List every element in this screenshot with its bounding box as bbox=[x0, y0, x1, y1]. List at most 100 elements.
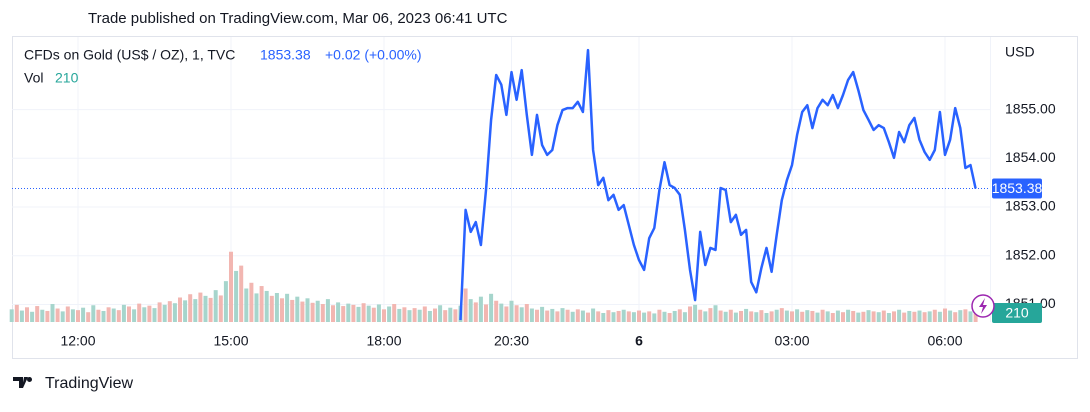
volume-bar bbox=[101, 310, 106, 322]
volume-bar bbox=[259, 286, 264, 322]
volume-bar bbox=[65, 306, 70, 322]
volume-bar bbox=[336, 302, 341, 322]
volume-bar bbox=[565, 309, 570, 322]
volume-badge-label: 210 bbox=[1005, 305, 1029, 321]
volume-bar bbox=[932, 309, 937, 322]
volume-bar bbox=[376, 304, 381, 322]
volume-bar bbox=[922, 312, 927, 322]
volume-bar bbox=[193, 299, 198, 322]
volume-bar bbox=[55, 308, 60, 322]
volume-bar bbox=[968, 311, 973, 322]
volume-bar bbox=[774, 309, 779, 322]
volume-bar bbox=[14, 304, 19, 322]
volume-bar bbox=[489, 293, 494, 322]
volume-bar bbox=[514, 305, 519, 322]
volume-bar bbox=[871, 311, 876, 322]
volume-bar bbox=[795, 309, 800, 322]
volume-bar bbox=[178, 297, 182, 322]
volume-bar bbox=[341, 306, 346, 322]
volume-bar bbox=[331, 305, 335, 322]
volume-bar bbox=[764, 313, 769, 322]
volume-bar bbox=[631, 312, 636, 322]
volume-bar bbox=[825, 311, 830, 322]
volume-bar bbox=[315, 300, 320, 322]
volume-bar bbox=[310, 302, 315, 322]
x-tick-label: 6 bbox=[635, 333, 643, 349]
volume-bar bbox=[953, 312, 958, 322]
x-tick-label: 18:00 bbox=[366, 333, 401, 349]
volume-bar bbox=[121, 304, 126, 322]
volume-bar bbox=[494, 300, 499, 322]
volume-bar bbox=[886, 313, 891, 322]
volume-bar bbox=[647, 311, 652, 322]
volume-bar bbox=[218, 295, 223, 322]
volume-bar bbox=[473, 302, 478, 322]
volume-bar bbox=[351, 304, 356, 322]
volume-bar bbox=[545, 310, 550, 322]
volume-bar bbox=[407, 310, 412, 322]
event-icon-bolt bbox=[979, 298, 987, 314]
symbol-name: CFDs on Gold (US$ / OZ), 1, TVC bbox=[24, 47, 235, 63]
volume-bar bbox=[172, 303, 177, 322]
volume-bar bbox=[60, 311, 65, 322]
volume-bar bbox=[596, 311, 601, 322]
logo-dot bbox=[27, 377, 32, 382]
volume-bar bbox=[509, 300, 514, 322]
volume-bar bbox=[9, 309, 14, 322]
volume-bar bbox=[96, 309, 101, 322]
volume-bar bbox=[963, 309, 968, 322]
y-tick-label: 1855.00 bbox=[1005, 100, 1056, 116]
volume-bar bbox=[769, 311, 774, 322]
volume-bar bbox=[733, 312, 738, 322]
brand-logo: TradingView bbox=[13, 375, 133, 392]
brand-name: TradingView bbox=[45, 375, 133, 392]
volume-bar bbox=[841, 312, 845, 322]
volume-bar bbox=[203, 295, 208, 322]
volume-bar bbox=[830, 313, 835, 322]
volume-bar bbox=[229, 251, 233, 322]
volume-bar bbox=[463, 288, 468, 322]
volume-bar bbox=[626, 311, 631, 322]
volume-bar bbox=[846, 309, 851, 322]
volume-bar bbox=[167, 301, 172, 322]
volume-bar bbox=[606, 310, 611, 322]
volume-bar bbox=[555, 311, 560, 322]
logo-icon bbox=[13, 377, 28, 388]
volume-bar bbox=[672, 310, 677, 322]
volume-bar bbox=[402, 307, 407, 322]
volume-bar bbox=[784, 310, 789, 322]
volume-bar bbox=[749, 311, 754, 322]
volume-bar bbox=[499, 303, 504, 322]
volume-bar bbox=[438, 305, 443, 322]
volume-bar bbox=[127, 306, 131, 322]
volume-bar bbox=[754, 312, 759, 322]
volume-bar bbox=[417, 309, 422, 322]
volume-bar bbox=[188, 294, 193, 322]
volume-bar bbox=[478, 296, 483, 322]
volume-bar bbox=[723, 311, 728, 322]
volume-bar bbox=[285, 293, 290, 322]
x-tick-label: 15:00 bbox=[213, 333, 248, 349]
volume-bar bbox=[866, 310, 871, 322]
volume-bar bbox=[927, 311, 932, 322]
volume-bar bbox=[366, 305, 371, 322]
volume-bar bbox=[392, 304, 397, 322]
volume-bar bbox=[800, 311, 805, 322]
volume-bar bbox=[667, 313, 672, 322]
volume-bar bbox=[973, 313, 978, 322]
price-line-path bbox=[459, 48, 977, 321]
volume-bar bbox=[19, 310, 24, 322]
volume-bar bbox=[387, 306, 392, 322]
volume-bar bbox=[621, 309, 626, 322]
volume-bar bbox=[295, 296, 300, 322]
volume-bar bbox=[433, 308, 437, 322]
y-tick-label: 1854.00 bbox=[1005, 149, 1056, 165]
axes: 1851.001852.001853.001854.001855.0012:00… bbox=[60, 100, 1055, 348]
x-tick-label: 03:00 bbox=[774, 333, 809, 349]
volume-bar bbox=[325, 299, 330, 322]
volume-bar bbox=[86, 312, 91, 322]
volume-bar bbox=[76, 310, 80, 322]
volume-bar bbox=[223, 281, 228, 322]
volume-bar bbox=[580, 310, 585, 322]
